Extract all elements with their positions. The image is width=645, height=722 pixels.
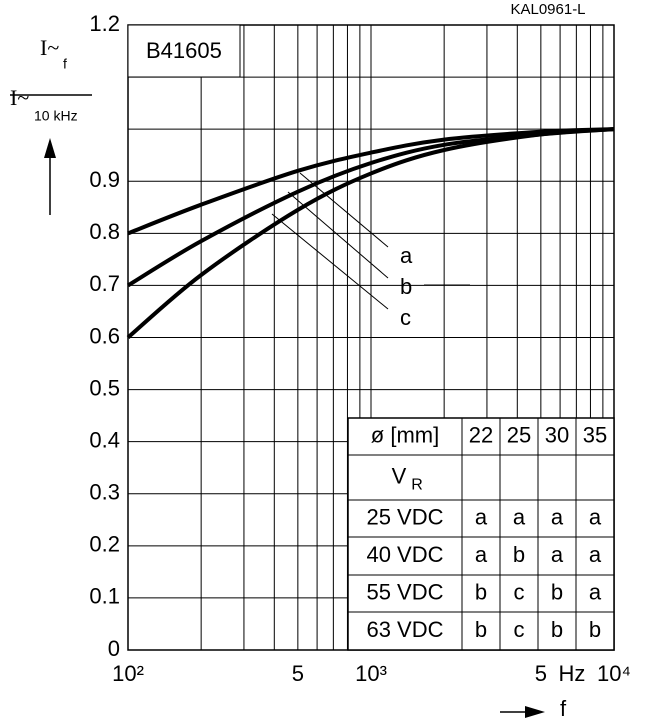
- curve: [127, 127, 615, 236]
- table-cell: 40 VDC: [366, 542, 443, 567]
- y-tick-label: 0: [108, 636, 120, 661]
- table-cell: b: [551, 617, 563, 642]
- table-header: ø [mm]: [371, 422, 439, 447]
- y-tick-label: 0.7: [89, 271, 120, 296]
- y-tick-label: 0.2: [89, 532, 120, 557]
- x-unit: Hz: [559, 661, 586, 686]
- y-tick-label: 0.9: [89, 167, 120, 192]
- curve: [126, 127, 615, 340]
- x-tick-label: 10³: [355, 661, 387, 686]
- y-den: I~: [10, 85, 29, 110]
- y-tick-label: 0.4: [89, 427, 120, 452]
- table-header: 30: [545, 422, 569, 447]
- table-cell: 25 VDC: [366, 504, 443, 529]
- y-tick-label: 0.8: [89, 219, 120, 244]
- title-box: [127, 24, 241, 78]
- leader-line: [299, 172, 389, 248]
- table-cell: b: [513, 542, 525, 567]
- table-cell: c: [514, 617, 525, 642]
- table-header: 22: [469, 422, 493, 447]
- chart-title: B41605: [146, 38, 222, 63]
- table-header: 35: [583, 422, 607, 447]
- table-cell: 63 VDC: [366, 617, 443, 642]
- x-arrow-head: [525, 706, 545, 718]
- y-tick-label: 0.1: [89, 584, 120, 609]
- table-bg: [347, 417, 615, 651]
- curve-label: b: [400, 274, 412, 299]
- x-axis-label: f: [560, 696, 567, 721]
- table-cell: a: [589, 504, 602, 529]
- table-cell: a: [551, 542, 564, 567]
- y-den-sub: 10 kHz: [34, 108, 78, 124]
- table-header: 25: [507, 422, 531, 447]
- table-cell: a: [589, 579, 602, 604]
- table-subheader: V: [392, 463, 407, 488]
- y-tick-label: 0.5: [89, 375, 120, 400]
- table-cell: b: [475, 579, 487, 604]
- table-cell: a: [475, 504, 488, 529]
- table-cell: 55 VDC: [366, 579, 443, 604]
- table-subheader-sub: R: [411, 477, 423, 494]
- y-num-sub: f: [63, 56, 67, 72]
- chart-code: KAL0961-L: [510, 1, 585, 18]
- y-tick-label: 0.6: [89, 323, 120, 348]
- table-cell: a: [513, 504, 526, 529]
- table-cell: a: [589, 542, 602, 567]
- y-tick-label: 1.2: [89, 11, 120, 36]
- table-cell: b: [589, 617, 601, 642]
- x-tick-label: 10⁴: [597, 661, 631, 686]
- curve-label: a: [400, 243, 413, 268]
- table-cell: a: [475, 542, 488, 567]
- y-num: I~: [40, 35, 59, 60]
- x-tick-label: 10²: [112, 661, 144, 686]
- table-cell: b: [551, 579, 563, 604]
- table-cell: c: [514, 579, 525, 604]
- table-cell: b: [475, 617, 487, 642]
- y-arrow-head: [44, 138, 56, 158]
- x-tick-label: 5: [292, 661, 304, 686]
- curve-label: c: [400, 305, 411, 330]
- table-cell: a: [551, 504, 564, 529]
- leader-line: [271, 213, 389, 310]
- x-tick-label: 5: [535, 661, 547, 686]
- y-tick-label: 0.3: [89, 480, 120, 505]
- leader-line: [287, 191, 389, 279]
